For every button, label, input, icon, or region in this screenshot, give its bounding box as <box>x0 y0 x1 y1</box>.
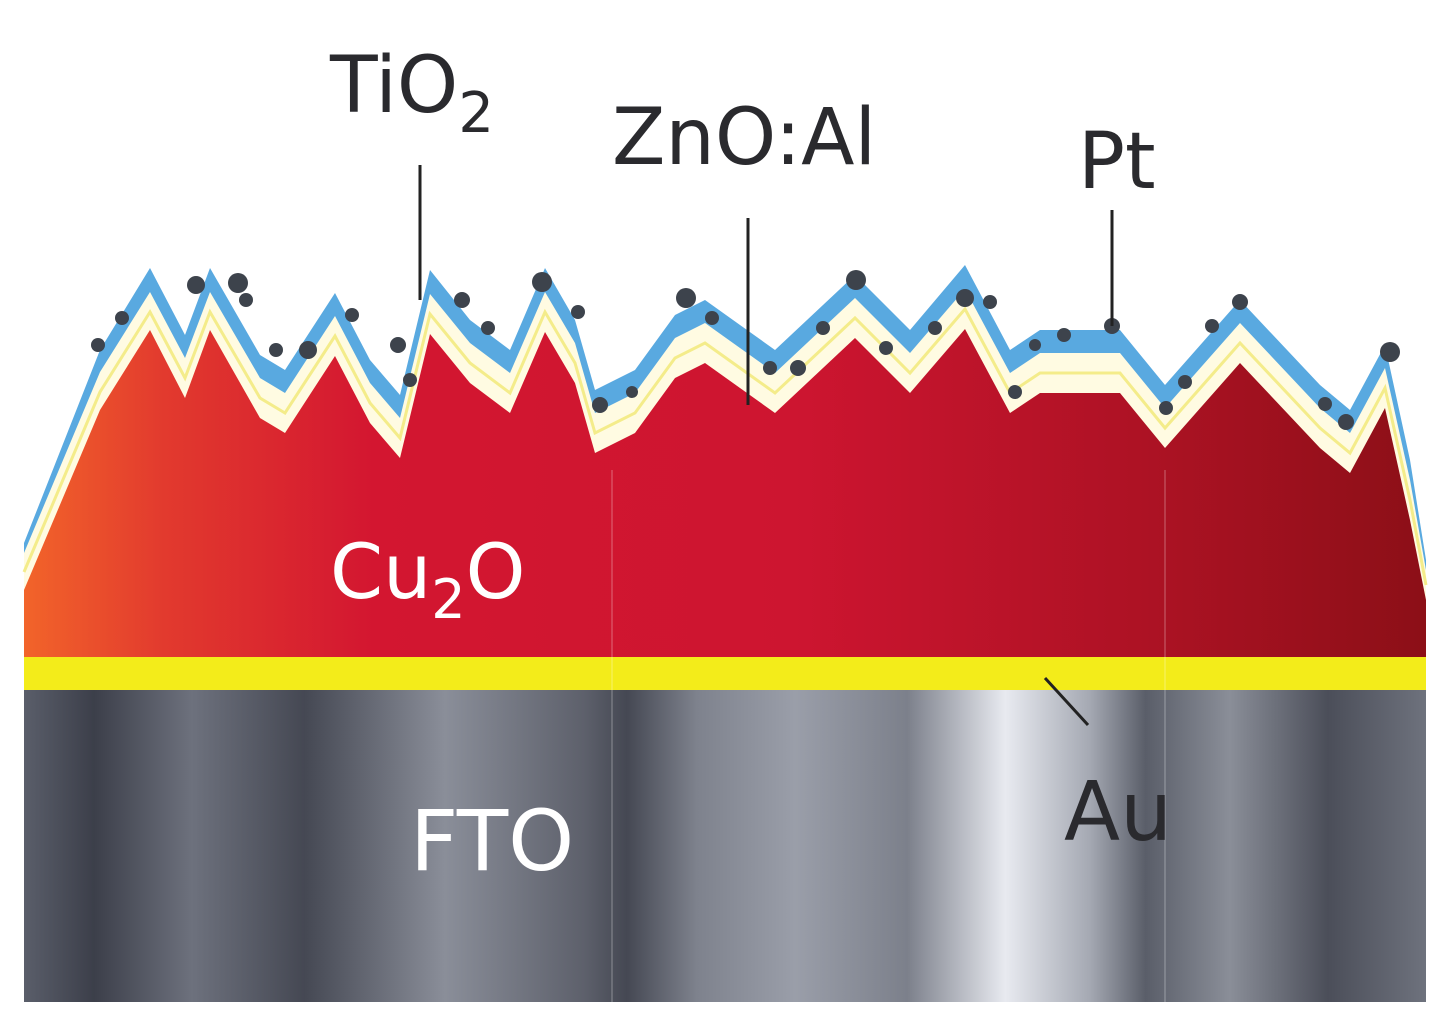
pt-particle <box>846 270 866 290</box>
leader-lines <box>418 165 1114 727</box>
pt-particle <box>1159 401 1173 415</box>
pt-particle <box>187 276 205 294</box>
pt-particle <box>928 321 942 335</box>
pt-particle <box>91 338 105 352</box>
label-au: Au <box>1064 765 1172 860</box>
pt-particle <box>816 321 830 335</box>
pt-particle <box>705 311 719 325</box>
cu2o-absorber <box>24 329 1426 657</box>
label-cu2o-tail: O <box>466 527 526 616</box>
pt-particle <box>299 341 317 359</box>
pt-particle <box>1178 375 1192 389</box>
au-layer <box>24 657 1426 690</box>
pt-particle <box>1008 385 1022 399</box>
pt-particle <box>956 289 974 307</box>
pt-particle <box>1057 328 1071 342</box>
pt-particle <box>571 305 585 319</box>
pt-particle <box>345 308 359 322</box>
label-tio2: TiO2 <box>329 41 494 146</box>
pt-particle <box>1029 339 1041 351</box>
label-tio2-base: TiO <box>329 41 458 131</box>
pt-particle <box>1232 294 1248 310</box>
pt-particle <box>983 295 997 309</box>
label-zno-al: ZnO:Al <box>612 93 876 183</box>
pt-particle <box>879 341 893 355</box>
pt-particle <box>790 360 806 376</box>
pt-particle <box>239 293 253 307</box>
pt-particle <box>454 292 470 308</box>
label-cu2o: Cu2O <box>330 527 525 631</box>
pt-particle <box>1205 319 1219 333</box>
pt-particles <box>91 270 1400 430</box>
label-tio2-sub: 2 <box>458 81 494 146</box>
pt-particle <box>390 337 406 353</box>
label-cu2o-base: Cu <box>330 527 431 616</box>
pt-particle <box>1318 397 1332 411</box>
pt-particle <box>592 397 608 413</box>
pt-particle <box>481 321 495 335</box>
pt-particle <box>1380 342 1400 362</box>
pt-particle <box>403 373 417 387</box>
pt-particle <box>532 272 552 292</box>
pt-particle <box>676 288 696 308</box>
label-cu2o-sub: 2 <box>431 568 465 631</box>
pt-particle <box>115 311 129 325</box>
pt-particle <box>626 386 638 398</box>
pt-particle <box>228 273 248 293</box>
pt-particle <box>763 361 777 375</box>
leader-line-au <box>1043 676 1090 727</box>
label-pt: Pt <box>1078 117 1156 207</box>
pt-particle <box>269 343 283 357</box>
pt-particle <box>1338 414 1354 430</box>
fto-substrate <box>24 690 1426 1002</box>
label-fto: FTO <box>410 792 574 890</box>
zno-al-glow-line <box>22 306 1428 586</box>
